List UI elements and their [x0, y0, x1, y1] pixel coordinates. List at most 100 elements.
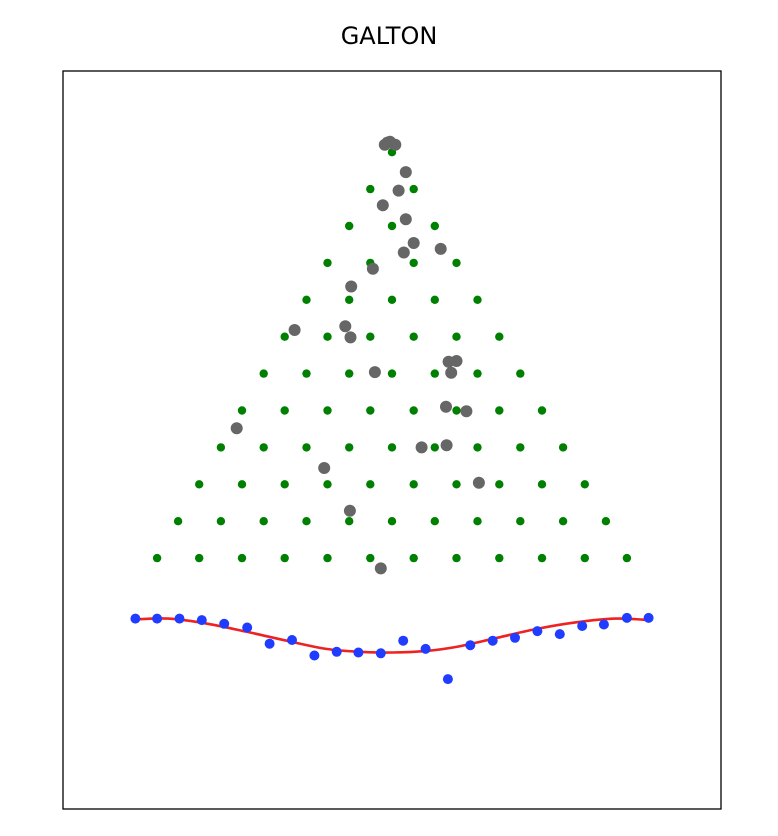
- bin-point: [621, 612, 632, 623]
- peg-point: [323, 258, 332, 268]
- peg-point: [430, 517, 439, 526]
- peg-point: [195, 553, 204, 563]
- bin-point: [219, 618, 230, 629]
- ball-point: [345, 280, 358, 293]
- ball-point: [343, 504, 356, 517]
- peg-point: [302, 443, 311, 452]
- bin-point: [196, 615, 207, 626]
- peg-point: [516, 369, 525, 378]
- ball-point: [366, 262, 379, 275]
- peg-point: [558, 517, 568, 526]
- peg-point: [430, 221, 439, 231]
- ball-point: [376, 199, 389, 212]
- peg-point: [409, 258, 418, 268]
- peg-point: [173, 517, 183, 526]
- ball-point: [368, 366, 381, 379]
- ball-point: [440, 400, 452, 413]
- ball-point: [445, 366, 458, 379]
- peg-point: [323, 553, 332, 563]
- peg-point: [495, 553, 504, 563]
- ball-point: [344, 331, 357, 344]
- bins-group: [130, 612, 654, 685]
- peg-point: [601, 517, 611, 526]
- peg-point: [302, 517, 311, 526]
- ball-point: [434, 242, 447, 255]
- peg-point: [323, 406, 332, 415]
- bin-point: [287, 635, 297, 645]
- bin-point: [174, 613, 185, 624]
- ball-point: [339, 320, 352, 333]
- peg-point: [452, 480, 461, 489]
- peg-point: [409, 332, 418, 341]
- peg-point: [558, 443, 568, 452]
- peg-point: [387, 443, 397, 452]
- peg-point: [259, 369, 268, 378]
- bin-point: [264, 638, 275, 649]
- peg-point: [387, 517, 397, 526]
- peg-point: [430, 443, 439, 452]
- peg-point: [237, 406, 247, 415]
- ball-point: [397, 246, 410, 259]
- bin-point: [598, 619, 609, 630]
- ball-point: [460, 405, 473, 418]
- ball-point: [230, 422, 243, 435]
- peg-point: [323, 480, 332, 489]
- bin-point: [577, 621, 588, 631]
- peg-point: [216, 443, 226, 452]
- peg-point: [237, 480, 247, 489]
- peg-point: [280, 480, 289, 489]
- ball-point: [450, 355, 463, 367]
- pegs-group: [152, 148, 632, 563]
- bin-point: [353, 647, 364, 658]
- peg-point: [516, 517, 525, 526]
- peg-point: [280, 332, 289, 341]
- peg-point: [452, 406, 461, 415]
- peg-point: [580, 553, 589, 563]
- peg-point: [345, 443, 354, 452]
- peg-point: [537, 553, 547, 563]
- ball-point: [407, 237, 420, 249]
- peg-point: [152, 553, 162, 563]
- bin-point: [510, 632, 520, 643]
- peg-point: [387, 369, 397, 378]
- peg-point: [409, 406, 418, 415]
- peg-point: [366, 553, 375, 563]
- ball-point: [381, 136, 394, 149]
- bin-point: [130, 613, 141, 624]
- peg-point: [409, 480, 418, 489]
- bin-point: [532, 626, 543, 637]
- ball-point: [392, 184, 405, 197]
- bin-point: [420, 643, 431, 654]
- peg-point: [537, 480, 547, 489]
- peg-point: [430, 295, 439, 304]
- peg-point: [345, 517, 354, 526]
- peg-point: [622, 553, 632, 563]
- peg-point: [280, 553, 289, 563]
- bin-point: [242, 622, 253, 633]
- peg-point: [259, 517, 268, 526]
- bin-point: [643, 612, 654, 623]
- peg-point: [216, 517, 226, 526]
- peg-point: [345, 295, 354, 304]
- peg-point: [409, 184, 418, 194]
- bin-point: [442, 674, 453, 685]
- ball-point: [318, 462, 331, 474]
- peg-point: [495, 406, 504, 415]
- peg-point: [366, 184, 375, 194]
- peg-point: [387, 295, 397, 304]
- peg-point: [366, 406, 375, 415]
- peg-point: [366, 480, 375, 489]
- bin-point: [487, 635, 498, 646]
- ball-point: [374, 562, 387, 575]
- peg-point: [473, 295, 482, 304]
- peg-point: [452, 332, 461, 341]
- peg-point: [473, 517, 482, 526]
- peg-point: [452, 258, 461, 268]
- bin-point: [398, 635, 409, 646]
- peg-point: [366, 332, 375, 341]
- peg-point: [237, 553, 247, 563]
- peg-point: [345, 221, 354, 231]
- ball-point: [288, 324, 301, 336]
- peg-point: [302, 369, 311, 378]
